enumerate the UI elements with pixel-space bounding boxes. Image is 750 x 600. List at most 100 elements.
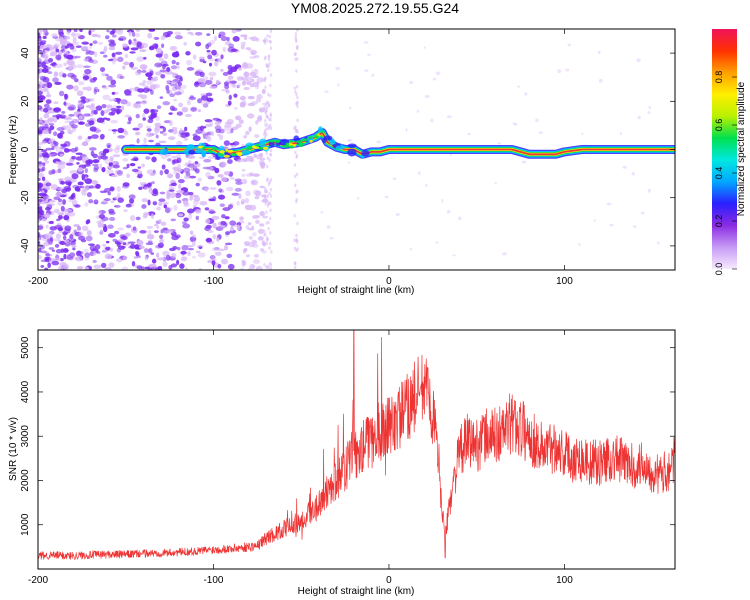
- noise-speckle: [71, 118, 79, 123]
- noise-speckle: [50, 184, 58, 190]
- noise-speckle: [117, 197, 124, 203]
- noise-speckle: [44, 55, 49, 59]
- noise-speckle: [211, 49, 217, 56]
- noise-speckle: [248, 76, 253, 80]
- noise-speckle: [38, 29, 44, 32]
- noise-speckle: [38, 90, 43, 96]
- noise-speckle: [199, 71, 205, 78]
- snr-y-tick-label: 1000: [20, 513, 31, 536]
- ridge-blob: [323, 135, 333, 141]
- noise-speckle: [267, 57, 271, 62]
- noise-speckle: [230, 128, 234, 133]
- noise-speckle: [245, 190, 251, 197]
- noise-speckle: [235, 29, 242, 32]
- noise-speckle: [296, 247, 299, 251]
- noise-speckle: [405, 128, 408, 132]
- noise-speckle: [197, 78, 206, 83]
- noise-speckle: [256, 94, 263, 100]
- noise-speckle: [40, 40, 47, 44]
- noise-speckle: [207, 156, 215, 159]
- noise-speckle: [99, 163, 103, 169]
- noise-speckle: [145, 242, 154, 246]
- noise-speckle: [324, 90, 329, 93]
- noise-speckle: [38, 57, 42, 62]
- ridge-blob: [211, 147, 219, 151]
- noise-speckle: [146, 128, 152, 132]
- noise-speckle: [269, 263, 272, 267]
- noise-speckle: [148, 29, 156, 32]
- noise-speckle: [103, 198, 111, 202]
- noise-speckle: [335, 66, 340, 71]
- noise-speckle: [158, 219, 162, 223]
- noise-speckle: [212, 234, 217, 240]
- noise-speckle: [224, 124, 232, 128]
- noise-speckle: [129, 198, 135, 204]
- noise-speckle: [409, 247, 413, 251]
- noise-speckle: [180, 256, 188, 262]
- noise-speckle: [106, 117, 111, 121]
- noise-speckle: [62, 231, 68, 236]
- noise-speckle: [45, 47, 50, 51]
- noise-speckle: [176, 199, 182, 204]
- noise-speckle: [53, 71, 59, 78]
- noise-speckle: [293, 174, 297, 179]
- noise-speckle: [141, 204, 147, 209]
- noise-speckle: [38, 243, 41, 246]
- noise-speckle: [68, 65, 73, 72]
- noise-speckle: [236, 84, 240, 89]
- noise-speckle: [269, 29, 273, 34]
- noise-speckle: [165, 254, 171, 261]
- noise-speckle: [162, 132, 168, 136]
- noise-speckle: [205, 79, 213, 85]
- noise-speckle: [64, 208, 73, 212]
- noise-speckle: [57, 132, 63, 139]
- noise-speckle: [108, 111, 114, 116]
- noise-speckle: [194, 209, 202, 214]
- noise-speckle: [242, 77, 249, 82]
- noise-speckle: [141, 198, 149, 203]
- noise-speckle: [293, 86, 297, 90]
- noise-speckle: [107, 233, 116, 238]
- noise-speckle: [181, 221, 187, 225]
- noise-speckle: [224, 242, 233, 246]
- noise-speckle: [121, 105, 125, 111]
- ridge-blob: [262, 146, 269, 150]
- noise-speckle: [212, 196, 217, 202]
- noise-speckle: [199, 58, 205, 63]
- noise-speckle: [76, 90, 84, 97]
- noise-speckle: [178, 183, 182, 190]
- noise-speckle: [217, 194, 226, 200]
- noise-speckle: [77, 167, 84, 172]
- noise-speckle: [63, 101, 67, 106]
- noise-speckle: [295, 84, 299, 89]
- noise-speckle: [62, 199, 66, 205]
- noise-speckle: [107, 191, 111, 196]
- noise-speckle: [261, 215, 269, 219]
- noise-speckle: [129, 61, 135, 68]
- noise-speckle: [119, 236, 127, 240]
- noise-speckle: [67, 106, 75, 111]
- noise-speckle: [151, 258, 157, 264]
- noise-speckle: [195, 250, 201, 254]
- noise-speckle: [149, 172, 156, 177]
- noise-speckle: [121, 65, 126, 70]
- noise-speckle: [49, 226, 58, 231]
- noise-speckle: [348, 106, 352, 110]
- noise-speckle: [150, 112, 157, 118]
- noise-speckle: [363, 41, 369, 44]
- noise-speckle: [150, 109, 159, 113]
- noise-speckle: [254, 68, 258, 72]
- noise-speckle: [108, 148, 113, 153]
- noise-speckle: [138, 186, 143, 191]
- noise-speckle: [221, 214, 226, 219]
- ridge-blob: [347, 148, 357, 157]
- noise-speckle: [130, 66, 139, 70]
- noise-speckle: [224, 84, 230, 90]
- noise-speckle: [165, 34, 171, 38]
- noise-speckle: [217, 57, 223, 63]
- noise-speckle: [216, 237, 220, 242]
- noise-speckle: [239, 95, 246, 101]
- noise-speckle: [251, 225, 255, 231]
- chart-title: YM08.2025.272.19.55.G24: [291, 0, 459, 16]
- noise-speckle: [83, 58, 90, 63]
